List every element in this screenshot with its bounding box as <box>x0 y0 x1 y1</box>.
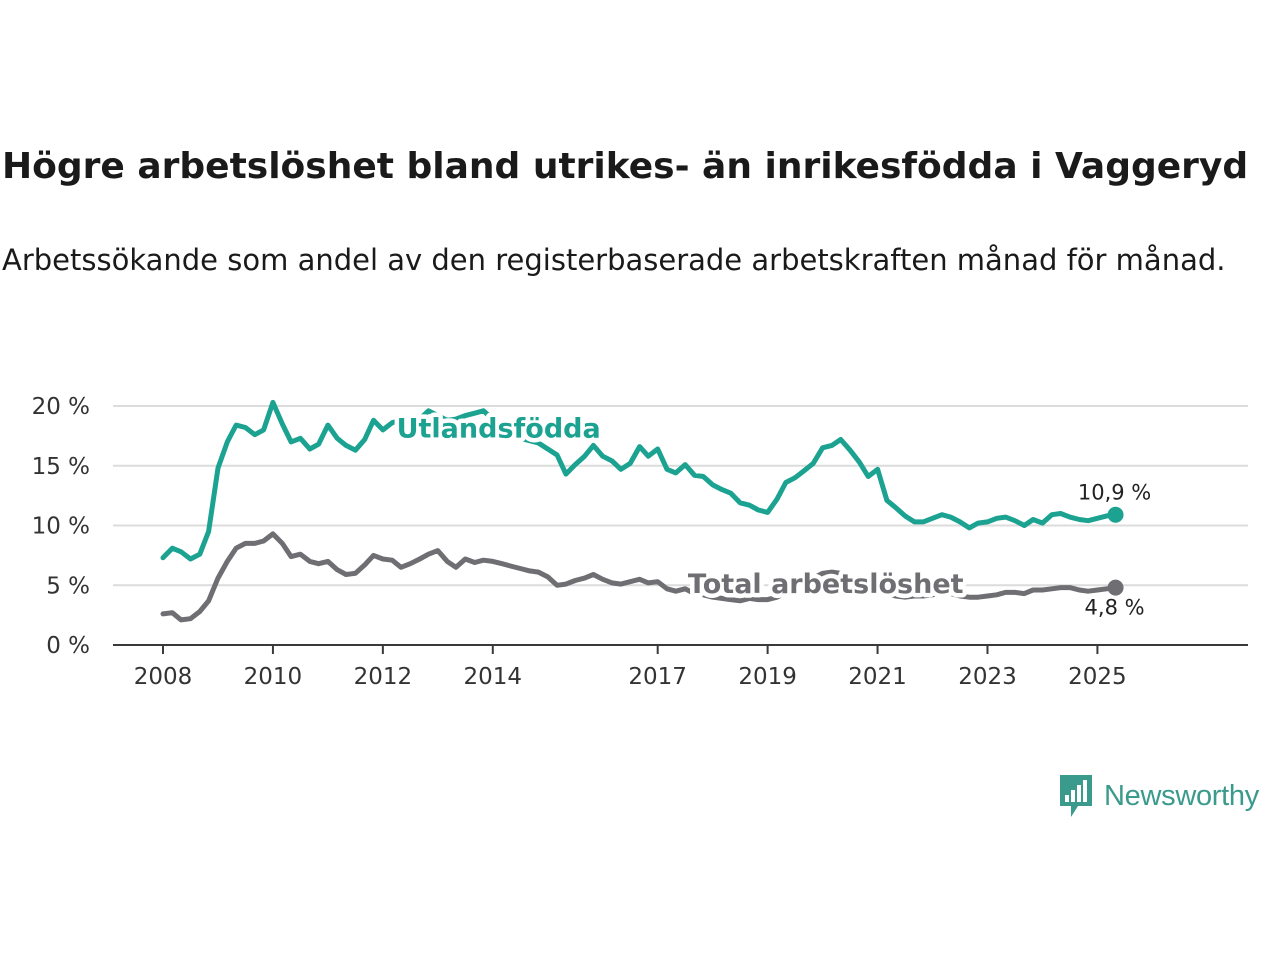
series-lines <box>160 399 1124 623</box>
x-tick-label: 2017 <box>628 664 687 690</box>
brand-name: Newsworthy <box>1104 779 1259 812</box>
x-tick-label: 2008 <box>134 664 193 690</box>
x-tick-label: 2025 <box>1068 664 1127 690</box>
y-axis-labels: 0 % 5 % 10 % 15 % 20 % <box>32 394 90 659</box>
x-axis: 2008 2010 2012 2014 2017 2019 2021 2023 2025 <box>113 644 1248 690</box>
total-arbetsl-shet-end-marker <box>1107 579 1124 596</box>
x-tick-label: 2019 <box>738 664 797 690</box>
y-tick-label: 0 % <box>46 633 90 659</box>
x-tick-label: 2012 <box>354 664 413 690</box>
y-tick-label: 5 % <box>46 573 90 599</box>
chart-subtitle: Arbetssökande som andel av den registerb… <box>2 243 1226 277</box>
chart-title: Högre arbetslöshet bland utrikes- än inr… <box>2 146 1249 187</box>
x-tick-label: 2010 <box>244 664 303 690</box>
utlandsf-dda-end-marker <box>1107 506 1124 523</box>
utlandsf-dda-end-label: 10,9 % <box>1078 481 1151 505</box>
x-tick-label: 2023 <box>958 664 1017 690</box>
utlandsf-dda-line <box>160 399 1119 562</box>
total-arbetsl-shet-line <box>160 531 1119 623</box>
utlandsf-dda-series-label: Utlandsfödda <box>397 414 601 445</box>
x-tick-label: 2014 <box>464 664 523 690</box>
x-tick-label: 2021 <box>848 664 907 690</box>
y-tick-label: 10 % <box>32 514 90 540</box>
y-tick-label: 20 % <box>32 394 90 420</box>
total-arbetsl-shet-end-label: 4,8 % <box>1085 596 1145 620</box>
total-arbetsl-shet-series-label: Total arbetslöshet <box>688 569 964 600</box>
y-tick-label: 15 % <box>32 454 90 480</box>
series-labels: 10,9 % 4,8 % Utlandsfödda Total arbetslöshe… <box>392 409 1151 620</box>
newsworthy-logo-icon <box>1060 775 1092 817</box>
newsworthy-brand: Newsworthy <box>1058 772 1259 820</box>
